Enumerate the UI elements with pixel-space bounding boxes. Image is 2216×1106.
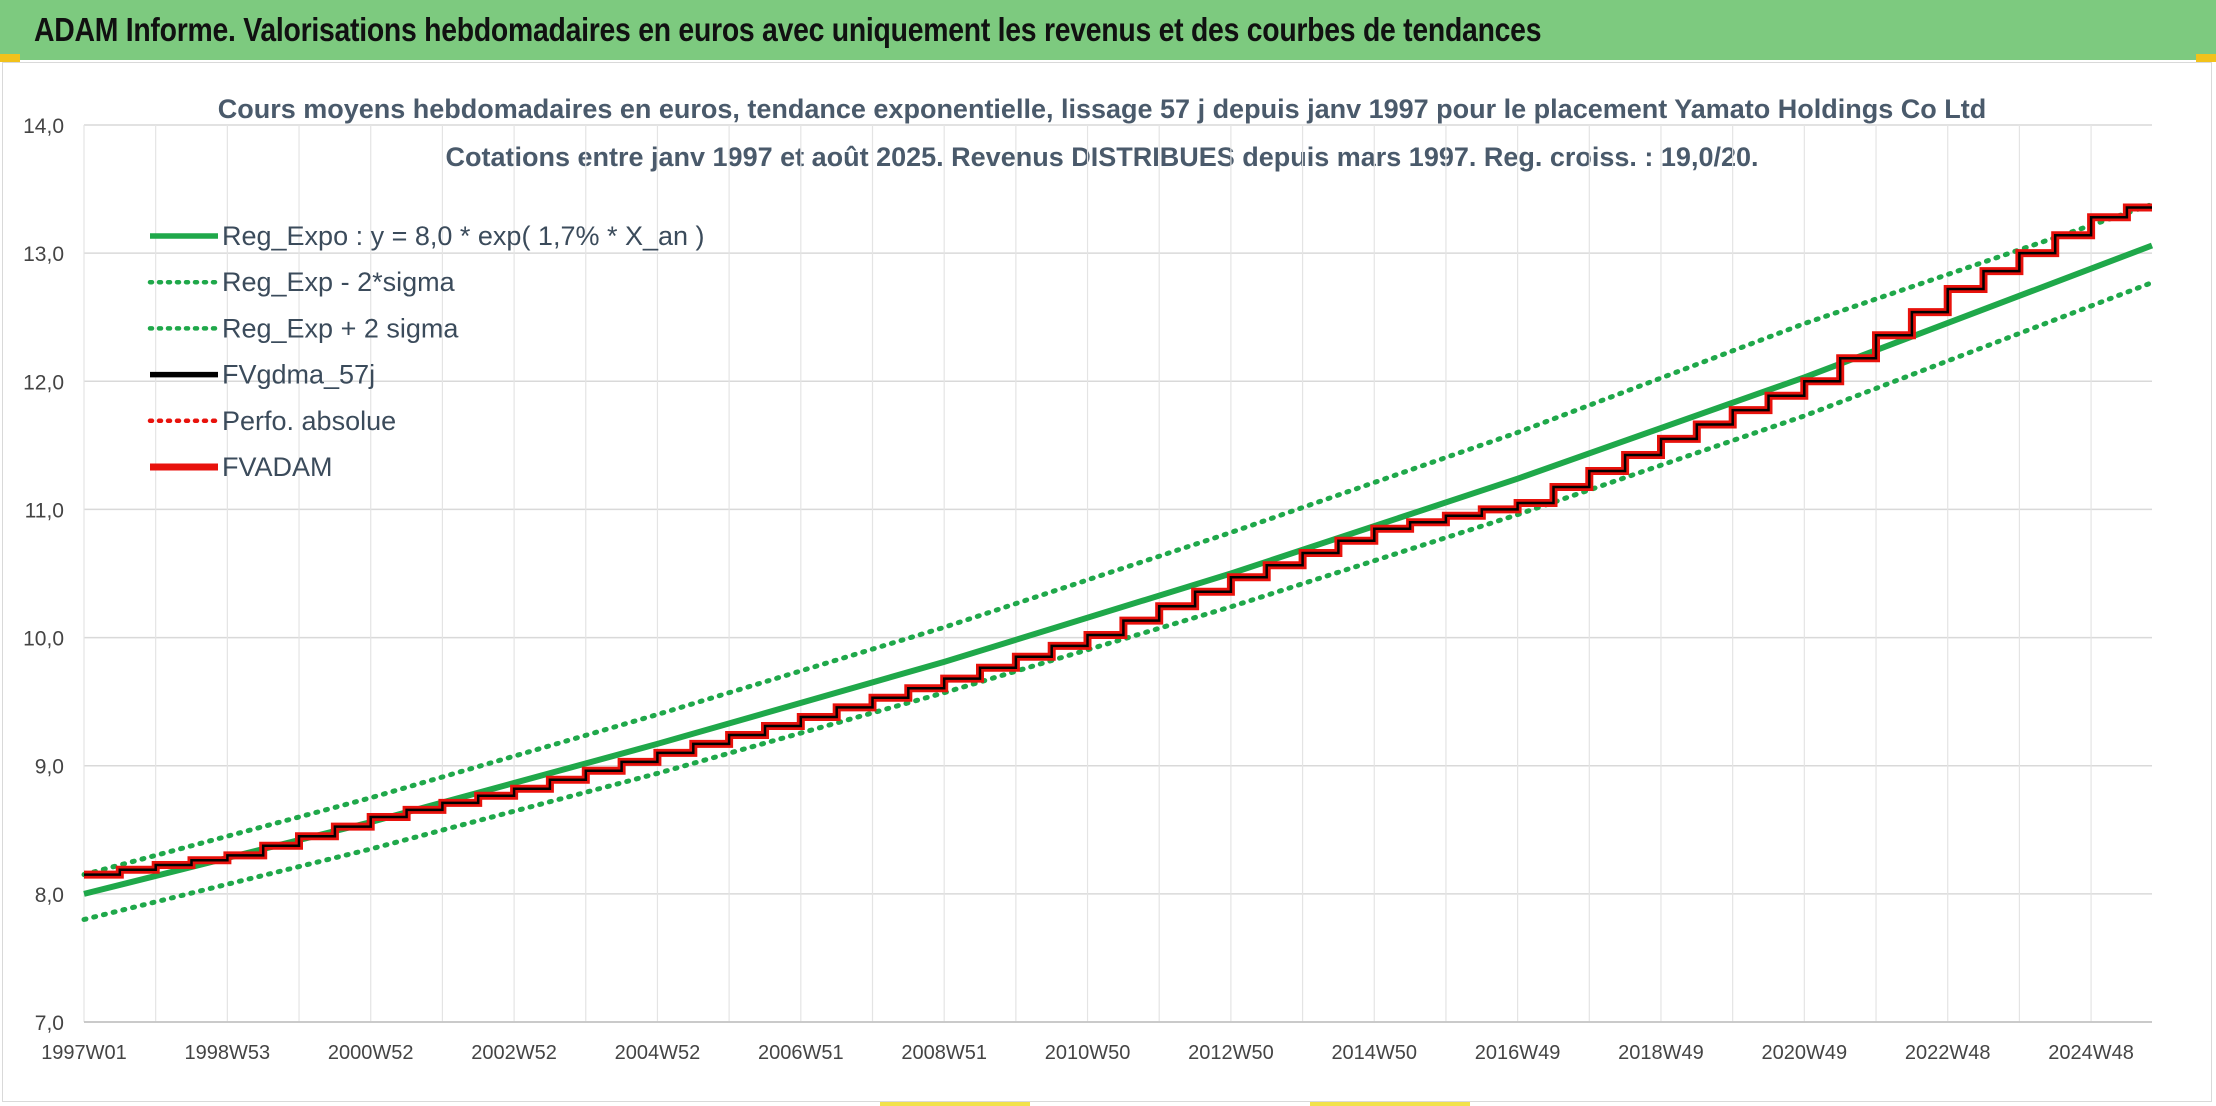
- x-tick-label: 1998W53: [185, 1042, 271, 1064]
- x-tick-label: 2004W52: [615, 1042, 701, 1064]
- legend-label: Reg_Expo : y = 8,0 * exp( 1,7% * X_an ): [222, 221, 705, 251]
- chart-title: Cours moyens hebdomadaires en euros, ten…: [218, 94, 1987, 124]
- y-tick-label: 9,0: [35, 756, 64, 779]
- y-tick-label: 14,0: [23, 115, 64, 138]
- chart-legend: Reg_Expo : y = 8,0 * exp( 1,7% * X_an ) R…: [147, 221, 705, 482]
- x-tick-label: 2010W50: [1045, 1042, 1131, 1064]
- x-tick-label: 2022W48: [1905, 1042, 1991, 1064]
- banner-corner-right: [2196, 54, 2216, 62]
- x-tick-label: 2020W49: [1762, 1042, 1848, 1064]
- legend-label: Reg_Exp + 2 sigma: [222, 313, 459, 343]
- y-tick-label: 13,0: [23, 243, 64, 266]
- chart-frame: [2, 62, 2212, 1102]
- series-reg-exp-plus-2sigma: [81, 201, 2155, 878]
- report-banner-title: ADAM Informe. Valorisations hebdomadaire…: [34, 11, 1542, 48]
- x-tick-label: 1997W01: [41, 1042, 127, 1064]
- x-tick-label: 2008W51: [901, 1042, 987, 1064]
- x-tick-label: 2006W51: [758, 1042, 844, 1064]
- series-fvgdma-57j: [84, 206, 2152, 876]
- x-tick-label: 2014W50: [1331, 1042, 1417, 1064]
- x-tick-label: 2024W48: [2048, 1042, 2134, 1064]
- legend-label: FVgdma_57j: [222, 360, 375, 390]
- y-tick-label: 12,0: [23, 371, 64, 394]
- chart-subtitle: Cotations entre janv 1997 et août 2025. …: [445, 142, 1758, 172]
- axis-labels: 7,0 8,0 9,0 10,0 11,0 12,0 13,0 14,0 1997W01 1998…: [23, 115, 2134, 1064]
- x-tick-label: 2018W49: [1618, 1042, 1704, 1064]
- series-fvadam: [84, 203, 2152, 879]
- y-tick-label: 7,0: [35, 1012, 64, 1035]
- series-lines: [81, 201, 2155, 922]
- bottom-strip-right: [1310, 1102, 1470, 1106]
- bottom-strip-left: [880, 1102, 1030, 1106]
- y-tick-label: 11,0: [25, 499, 64, 522]
- banner-corner-left: [0, 54, 20, 62]
- y-tick-label: 8,0: [35, 884, 64, 907]
- x-tick-label: 2000W52: [328, 1042, 414, 1064]
- grid-lines: [83, 124, 2152, 1023]
- legend-label: FVADAM: [222, 452, 333, 482]
- x-tick-label: 2012W50: [1188, 1042, 1274, 1064]
- legend-label: Reg_Exp - 2*sigma: [222, 267, 456, 297]
- x-tick-label: 2016W49: [1475, 1042, 1561, 1064]
- y-tick-label: 10,0: [23, 628, 64, 651]
- report-banner: ADAM Informe. Valorisations hebdomadaire…: [0, 0, 2216, 60]
- x-tick-label: 2002W52: [471, 1042, 557, 1064]
- legend-label: Perfo. absolue: [222, 406, 396, 436]
